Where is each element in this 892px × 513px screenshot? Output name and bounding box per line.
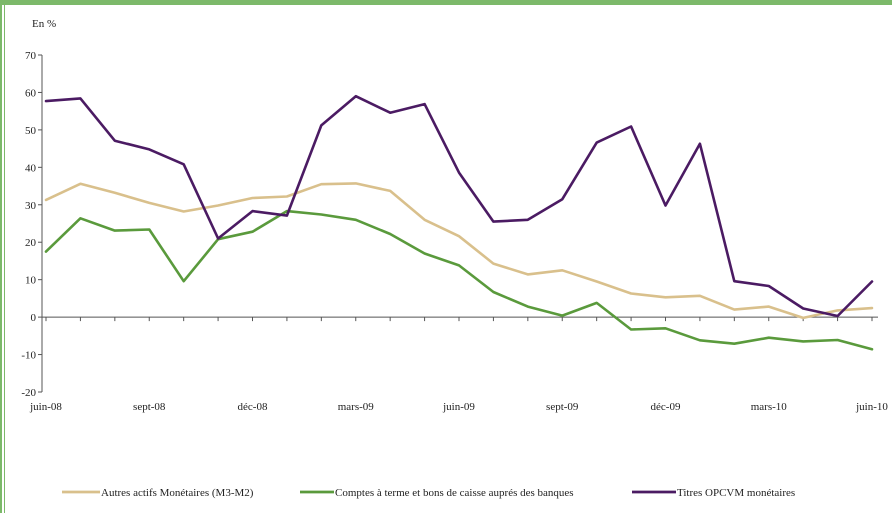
left-border-inner: [4, 5, 5, 513]
y-tick-label: 10: [25, 275, 37, 287]
x-tick-label: juin-10: [855, 401, 888, 413]
x-tick-label: déc-08: [238, 401, 268, 413]
y-tick-label: -20: [21, 387, 36, 399]
top-border: [0, 0, 892, 5]
y-tick-label: 60: [25, 87, 37, 99]
x-tick-label: sept-09: [546, 401, 579, 413]
y-tick-label: 50: [25, 125, 37, 137]
y-tick-label: 20: [25, 237, 37, 249]
x-tick-label: mars-10: [751, 401, 788, 413]
y-tick-label: -10: [21, 350, 36, 362]
legend-label-0: Autres actifs Monétaires (M3-M2): [101, 487, 254, 499]
y-axis: -20 -10 0 10 20 30 40 50 60 70: [21, 50, 43, 399]
x-axis: juin-08 sept-08 déc-08 mars-09 juin-09 sept-0…: [29, 316, 888, 413]
series-line-0: [44, 182, 874, 320]
legend-label-2: Titres OPCVM monétaires: [677, 487, 795, 499]
series-line-2: [44, 94, 874, 318]
y-tick-label: 40: [25, 162, 37, 174]
y-tick-label: 70: [25, 50, 37, 62]
x-tick-label: déc-09: [651, 401, 681, 413]
series-line-1: [44, 209, 874, 351]
legend-label-1: Comptes à terme et bons de caisse auprés…: [335, 487, 574, 499]
series-lines: [44, 94, 874, 351]
x-tick-label: juin-09: [442, 401, 475, 413]
legend: Autres actifs Monétaires (M3-M2) Comptes …: [62, 487, 795, 499]
x-tick-label: sept-08: [133, 401, 166, 413]
x-tick-label: mars-09: [338, 401, 375, 413]
unit-label: En %: [32, 18, 56, 30]
x-tick-label: juin-08: [29, 401, 62, 413]
y-tick-label: 0: [31, 312, 37, 324]
left-border: [0, 0, 2, 513]
y-tick-label: 30: [25, 200, 37, 212]
